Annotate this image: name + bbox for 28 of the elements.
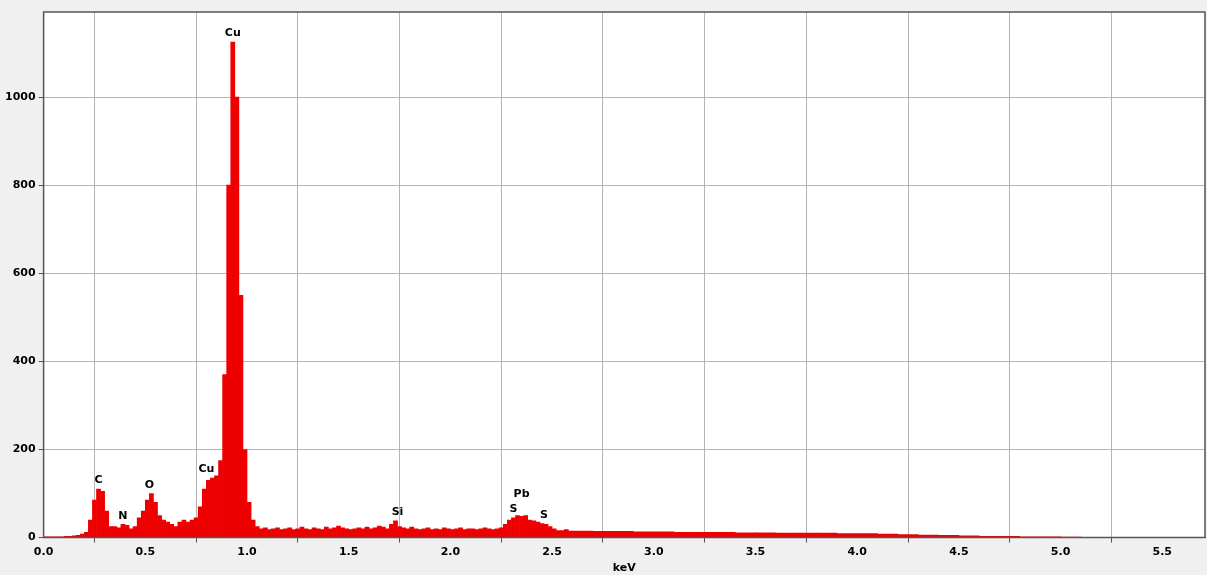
x-tick-label: 2.5 [542,545,562,559]
y-tick-label: 600 [12,266,36,280]
annotation: S [540,507,548,521]
annotation: Cu [224,26,241,40]
annotation: S [509,502,518,516]
annotation: N [118,508,128,522]
y-tick-label: 1000 [4,89,36,103]
x-tick-label: 5.0 [1050,545,1071,559]
x-tick-label: 5.5 [1152,545,1173,559]
y-tick-label: 400 [12,354,36,368]
y-tick-label: 0 [27,530,36,544]
x-tick-label: 0.0 [33,545,54,559]
x-axis-title: keV [612,561,637,575]
annotation: Cu [198,462,215,476]
y-tick-label: 800 [12,178,36,191]
x-tick-label: 1.5 [338,545,359,559]
x-tick-label: 2.0 [440,545,461,559]
y-tick-label: 200 [12,442,36,456]
x-tick-label: 3.5 [745,545,766,559]
x-tick-label: 0.5 [135,545,156,559]
x-tick-label: 3.0 [644,545,664,559]
annotation: Si [391,505,404,519]
x-tick-label: 4.0 [847,545,868,559]
annotation: C [94,473,103,487]
x-tick-label: 4.5 [949,545,969,559]
x-tick-label: 1.0 [237,545,258,559]
annotation: O [144,477,155,491]
annotation: Pb [513,486,530,500]
